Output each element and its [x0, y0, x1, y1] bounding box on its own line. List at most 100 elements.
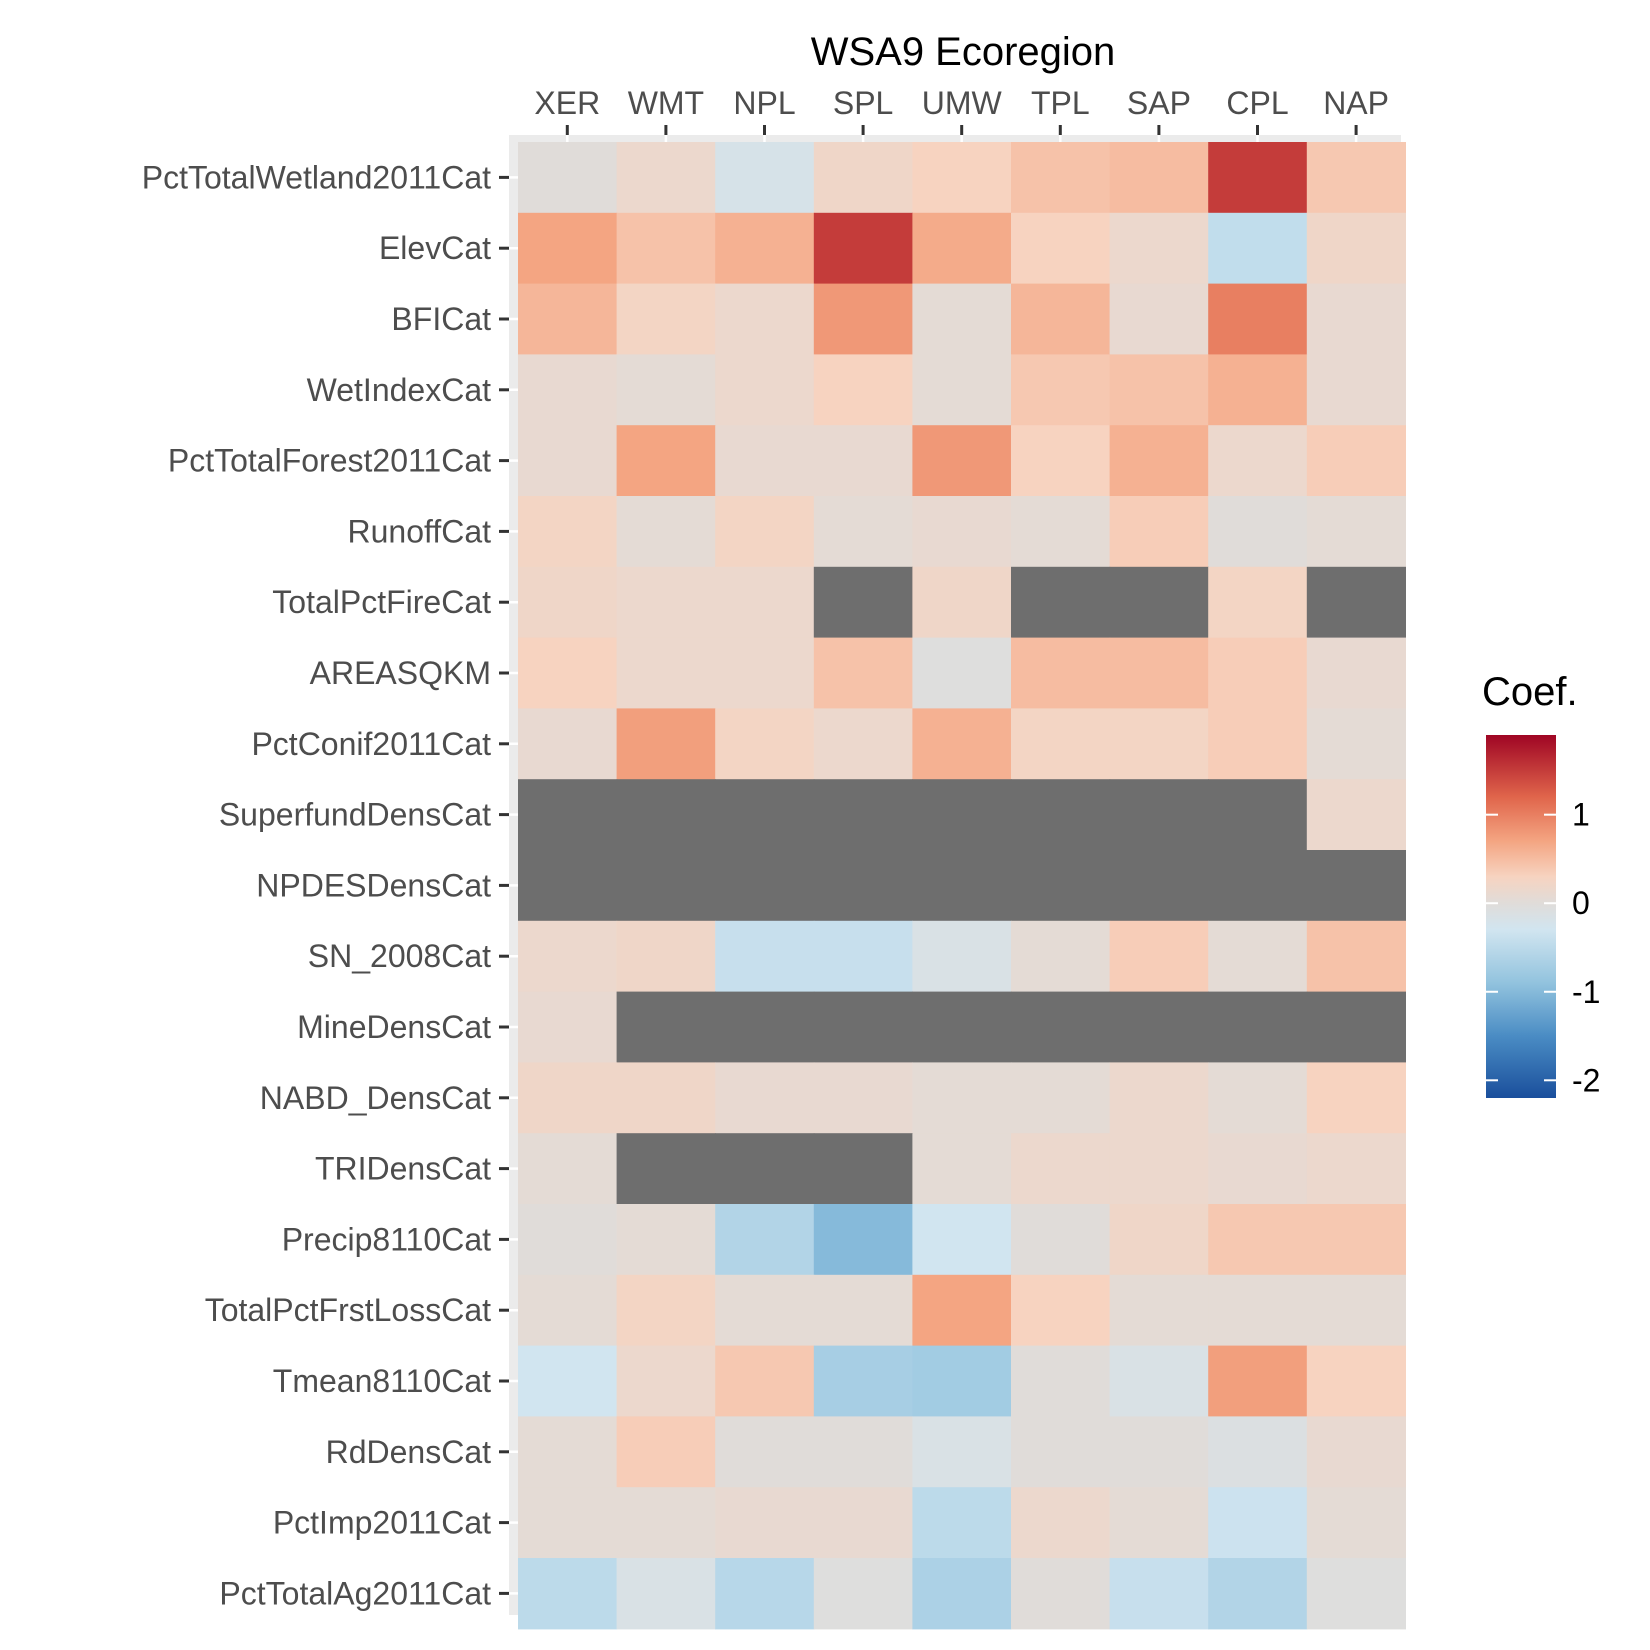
heatmap-cell: [715, 354, 815, 426]
heatmap-cell: [1306, 1133, 1406, 1205]
heatmap-cell: [518, 283, 618, 355]
heatmap-cell: [813, 1558, 913, 1630]
heatmap-cell: [912, 637, 1012, 709]
heatmap-cell: [1109, 920, 1209, 993]
heatmap-cell: [813, 779, 913, 851]
heatmap-cell: [813, 425, 913, 497]
heatmap-cell: [813, 920, 913, 993]
y-tick-label: TRIDensCat: [315, 1151, 491, 1187]
heatmap-cell: [1011, 779, 1111, 851]
heatmap-cell: [813, 283, 913, 355]
heatmap-cell: [715, 283, 815, 355]
heatmap-cell: [1306, 1558, 1406, 1630]
heatmap-cell: [1109, 1204, 1209, 1276]
heatmap-cell: [616, 1487, 716, 1559]
heatmap-cell: [1109, 1274, 1209, 1347]
heatmap-cell: [912, 991, 1012, 1063]
heatmap-cell: [1109, 850, 1209, 922]
heatmap-cell: [912, 496, 1012, 568]
heatmap-cell: [715, 920, 815, 993]
heatmap-cell: [1306, 1345, 1406, 1417]
heatmap-cell: [715, 708, 815, 780]
heatmap-cell: [616, 1345, 716, 1417]
heatmap-cell: [715, 1345, 815, 1417]
legend-tick-label: -2: [1572, 1062, 1600, 1098]
heatmap-cell: [1011, 850, 1111, 922]
heatmap-cell: [1208, 425, 1308, 497]
heatmap-cell: [1208, 1416, 1308, 1488]
heatmap-cell: [616, 1416, 716, 1488]
y-tick-label: Precip8110Cat: [282, 1221, 491, 1257]
heatmap-cell: [1011, 566, 1111, 639]
heatmap-cell: [518, 1204, 618, 1276]
heatmap-cell: [1306, 1204, 1406, 1276]
heatmap-cell: [813, 850, 913, 922]
heatmap-cell: [1306, 425, 1406, 497]
heatmap-cell: [1011, 1274, 1111, 1347]
heatmap-cell: [1011, 212, 1111, 285]
heatmap-cell: [813, 354, 913, 426]
heatmap-cell: [715, 1062, 815, 1134]
legend-title: Coef.: [1482, 670, 1578, 714]
heatmap-cell: [912, 1416, 1012, 1488]
heatmap-cell: [1109, 566, 1209, 639]
heatmap-cell: [1208, 779, 1308, 851]
heatmap-cell: [1306, 566, 1406, 639]
y-tick-label: ElevCat: [379, 230, 491, 266]
x-tick-label: SAP: [1127, 85, 1191, 121]
heatmap-cell: [715, 1274, 815, 1347]
heatmap-cell: [616, 212, 716, 285]
heatmap-cell: [1306, 142, 1406, 214]
heatmap-cell: [715, 212, 815, 285]
heatmap-cell: [912, 1204, 1012, 1276]
heatmap-cell: [912, 283, 1012, 355]
heatmap-cell: [616, 283, 716, 355]
x-axis: XER WMT NPL SPL UMW TPL SAP CPL NAP: [534, 85, 1389, 135]
heatmap-cell: [715, 637, 815, 709]
heatmap-cell: [616, 1062, 716, 1134]
heatmap-cell: [715, 1204, 815, 1276]
legend: Coef. 1 0 -1 -2: [1482, 670, 1600, 1098]
heatmap-cell: [518, 1416, 618, 1488]
heatmap-cell: [518, 991, 618, 1063]
heatmap-cell: [616, 1133, 716, 1205]
heatmap-cell: [518, 1062, 618, 1134]
heatmap-cell: [1208, 1204, 1308, 1276]
heatmap-cell: [1011, 920, 1111, 993]
heatmap-cell: [912, 566, 1012, 639]
heatmap-cell: [1306, 1062, 1406, 1134]
heatmap-cell: [1109, 708, 1209, 780]
heatmap-cell: [715, 142, 815, 214]
heatmap-cell: [518, 1487, 618, 1559]
heatmap-cell: [1109, 1062, 1209, 1134]
x-tick-label: TPL: [1031, 85, 1090, 121]
heatmap-cell: [1208, 1133, 1308, 1205]
heatmap-cell: [912, 1133, 1012, 1205]
heatmap-cell: [616, 425, 716, 497]
heatmap-cell: [912, 850, 1012, 922]
heatmap-cell: [1011, 1062, 1111, 1134]
heatmap-cell: [813, 1062, 913, 1134]
heatmap-cell: [1011, 1558, 1111, 1630]
x-tick-label: NPL: [733, 85, 795, 121]
heatmap-cell: [715, 566, 815, 639]
heatmap-cell: [813, 1416, 913, 1488]
heatmap-cell: [1011, 283, 1111, 355]
heatmap-cell: [1208, 1274, 1308, 1347]
heatmap-cell: [518, 637, 618, 709]
chart-title: WSA9 Ecoregion: [811, 30, 1116, 74]
heatmap-cell: [616, 496, 716, 568]
heatmap-cell: [912, 212, 1012, 285]
legend-tick-label: 1: [1572, 797, 1590, 833]
heatmap-cell: [518, 212, 618, 285]
heatmap-cell: [912, 425, 1012, 497]
heatmap-cell: [1208, 708, 1308, 780]
heatmap-cells: [518, 142, 1406, 1630]
heatmap-cell: [715, 850, 815, 922]
heatmap-cell: [813, 991, 913, 1063]
heatmap-cell: [715, 425, 815, 497]
heatmap-cell: [813, 1204, 913, 1276]
heatmap-cell: [518, 920, 618, 993]
y-tick-label: PctTotalWetland2011Cat: [142, 159, 491, 195]
heatmap-cell: [518, 1558, 618, 1630]
